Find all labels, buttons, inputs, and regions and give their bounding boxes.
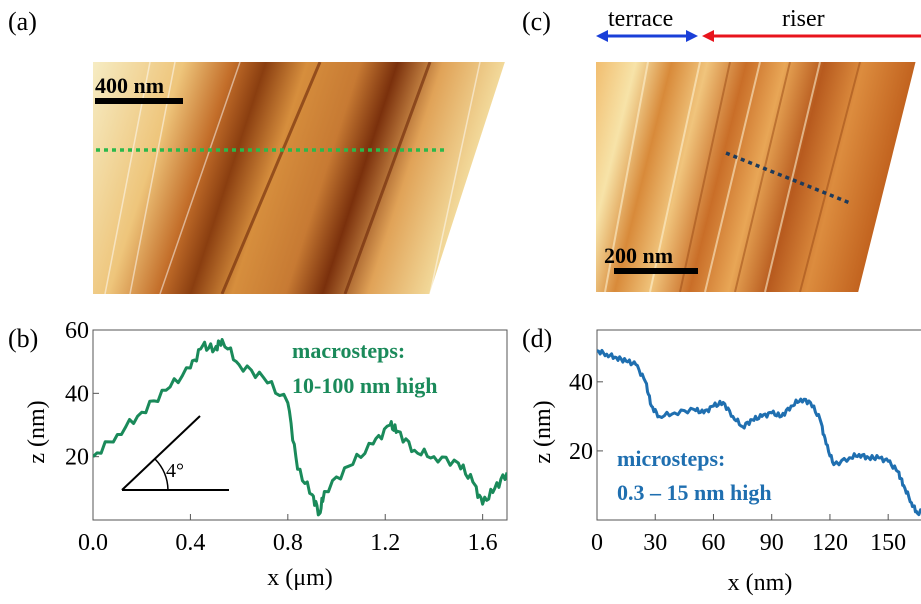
panel-b-label: (b) — [8, 324, 38, 353]
panel-a-label: (a) — [8, 7, 37, 36]
terrace-arrow — [596, 30, 698, 42]
scalebar-a — [95, 98, 183, 104]
panel-c-label: (c) — [522, 7, 551, 36]
d-xtick-label: 120 — [812, 530, 848, 556]
d-xtick-label: 60 — [701, 530, 725, 556]
riser-label: riser — [782, 6, 825, 32]
b-ylabel: z (nm) — [24, 400, 50, 463]
d-xtick-label: 0 — [591, 530, 603, 556]
d-ytick-label: 40 — [569, 370, 593, 396]
scalebar-c — [614, 268, 698, 274]
d-ylabel: z (nm) — [530, 400, 556, 463]
d-xlabel: x (nm) — [728, 570, 793, 596]
b-xtick-label: 1.2 — [370, 530, 400, 556]
series-line-b — [93, 338, 507, 517]
b-xtick-label: 0.0 — [78, 530, 108, 556]
profile-line-c — [725, 151, 851, 205]
b-xtick-label: 0.8 — [273, 530, 303, 556]
afm-image-c — [596, 62, 916, 292]
b-xtick-label: 0.4 — [175, 530, 205, 556]
b-annotation-line1: macrosteps: — [292, 338, 405, 363]
b-ytick-label: 20 — [65, 445, 89, 471]
d-xtick-label: 90 — [760, 530, 784, 556]
angle-label: 4° — [166, 460, 184, 482]
d-annotation-line1: microsteps: — [617, 446, 725, 471]
d-xtick-label: 30 — [643, 530, 667, 556]
plot-b-frame — [92, 329, 508, 521]
plot-d-frame — [596, 329, 921, 521]
d-ytick-label: 20 — [569, 439, 593, 465]
b-annotation-line2: 10-100 nm high — [292, 373, 437, 398]
riser-arrow — [702, 30, 921, 42]
afm-image-a — [93, 62, 505, 294]
scalebar-c-label: 200 nm — [604, 243, 673, 268]
b-xtick-label: 1.6 — [468, 530, 498, 556]
b-ytick-label: 60 — [65, 318, 89, 344]
b-ytick-label: 40 — [65, 381, 89, 407]
terrace-label: terrace — [608, 6, 673, 32]
panel-d-label: (d) — [522, 324, 552, 353]
angle-diagram: 4° — [121, 415, 229, 491]
d-xtick-label: 150 — [870, 530, 906, 556]
plot-d: 0 30 60 90 120 150 20 40 z (nm) x (nm) microste… — [530, 329, 921, 596]
b-xlabel: x (μm) — [267, 565, 333, 591]
scalebar-a-label: 400 nm — [95, 73, 164, 98]
plot-b: 0.0 0.4 0.8 1.2 1.6 20 40 60 z (nm) x (μm) macr… — [24, 318, 508, 591]
d-annotation-line2: 0.3 – 15 nm high — [617, 480, 772, 505]
series-line-d — [597, 348, 921, 517]
